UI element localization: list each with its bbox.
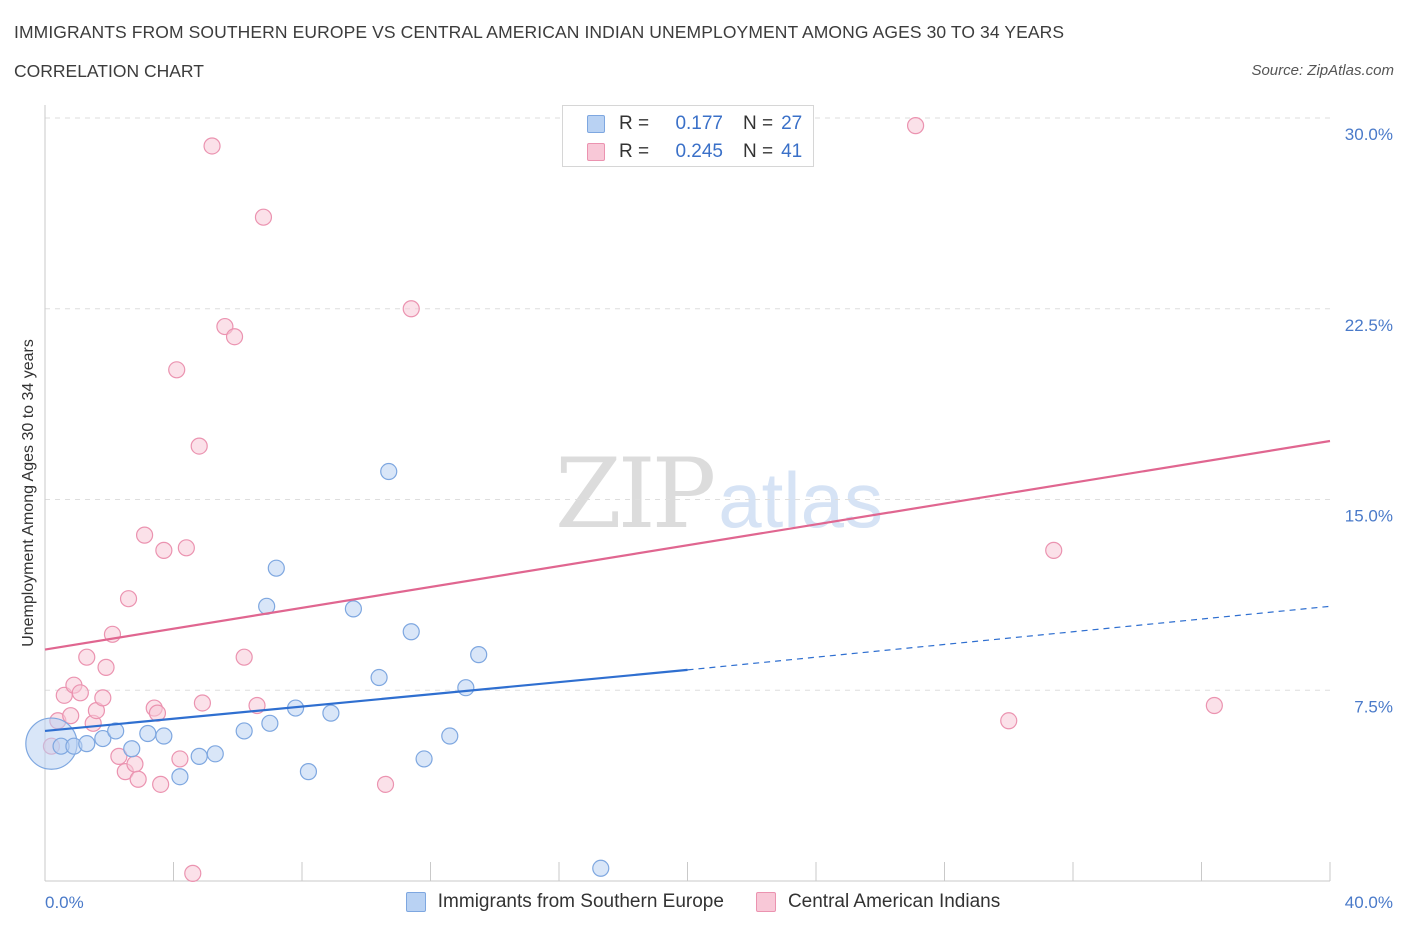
legend-n-label: N = xyxy=(743,113,774,134)
legend-swatch-blue xyxy=(405,892,426,912)
data-point-blue xyxy=(380,462,398,481)
x-tick-label: 40.0% xyxy=(1345,893,1393,912)
y-tick-label: 7.5% xyxy=(1354,697,1393,716)
data-point-pink xyxy=(78,648,96,666)
data-point-pink xyxy=(184,864,202,882)
data-point-pink xyxy=(402,300,420,318)
data-point-pink xyxy=(171,750,189,768)
series-immigrants-southern-europe xyxy=(25,462,610,877)
legend-label: Central American Indians xyxy=(787,891,1001,912)
data-point-pink xyxy=(193,694,212,712)
data-point-blue xyxy=(190,747,208,765)
legend-r-label: R = xyxy=(619,113,650,134)
data-point-pink xyxy=(119,590,138,608)
correlation-legend: R = 0.177 N = 27 R = 0.245 N = 41 xyxy=(562,105,814,167)
legend-swatch-blue xyxy=(587,115,605,133)
data-point-pink xyxy=(203,137,221,155)
data-point-blue xyxy=(457,679,475,697)
data-point-blue xyxy=(344,600,362,618)
data-point-blue xyxy=(107,722,125,740)
data-point-pink xyxy=(94,689,112,707)
data-point-pink xyxy=(110,747,128,765)
data-point-blue xyxy=(206,745,224,763)
data-point-pink xyxy=(1000,712,1018,730)
data-point-pink xyxy=(190,437,208,455)
axes xyxy=(44,105,1331,882)
legend-swatch-pink xyxy=(587,143,605,161)
data-point-pink xyxy=(168,361,186,379)
legend-r-value: 0.177 xyxy=(675,113,723,134)
data-point-blue xyxy=(592,859,610,877)
series-central-american-indians xyxy=(42,117,1223,882)
trend-line-blue-extension xyxy=(687,605,1331,671)
data-point-pink xyxy=(376,775,395,793)
data-point-pink xyxy=(177,539,195,557)
data-point-blue xyxy=(123,740,141,758)
chart-title: IMMIGRANTS FROM SOUTHERN EUROPE VS CENTR… xyxy=(14,22,1065,42)
data-point-blue xyxy=(155,727,173,745)
legend-r-label: R = xyxy=(619,141,650,162)
y-tick-label: 30.0% xyxy=(1345,125,1393,144)
legend-label: Immigrants from Southern Europe xyxy=(437,891,724,912)
data-point-blue xyxy=(370,668,388,687)
data-point-pink xyxy=(129,770,147,788)
y-axis-label: Unemployment Among Ages 30 to 34 years xyxy=(20,339,37,647)
y-tick-label: 15.0% xyxy=(1345,507,1393,526)
data-point-pink xyxy=(152,775,170,793)
data-point-pink xyxy=(126,755,144,773)
legend-swatch-pink xyxy=(755,892,776,912)
data-point-blue xyxy=(267,559,285,577)
legend-row-blue: R = 0.177 N = 27 xyxy=(587,112,802,136)
legend-n-value: 27 xyxy=(781,113,803,134)
y-tick-label: 22.5% xyxy=(1345,316,1393,335)
data-point-pink xyxy=(1205,696,1223,715)
data-point-pink xyxy=(235,648,253,666)
chart-subtitle: CORRELATION CHART xyxy=(14,61,204,81)
x-tick-label: 0.0% xyxy=(45,893,84,912)
data-point-pink xyxy=(155,541,173,559)
legend-n-label: N = xyxy=(743,141,774,162)
data-point-blue xyxy=(322,704,340,722)
trend-line-pink xyxy=(44,439,1331,651)
legend-row-pink: R = 0.245 N = 41 xyxy=(587,140,802,164)
legend-n-value: 41 xyxy=(781,141,803,162)
trend-lines xyxy=(44,439,1331,733)
data-point-blue xyxy=(261,714,279,732)
legend-item-immigrants-southern-europe: Immigrants from Southern Europe xyxy=(405,891,724,913)
data-point-blue xyxy=(78,735,96,753)
data-point-blue xyxy=(94,729,112,748)
data-point-blue xyxy=(235,722,253,740)
source-label: Source: ZipAtlas.com xyxy=(1251,62,1394,79)
data-point-blue xyxy=(415,750,433,768)
data-point-blue xyxy=(171,768,189,786)
legend-item-central-american-indians: Central American Indians xyxy=(755,891,1001,913)
data-point-pink xyxy=(97,658,115,676)
grid xyxy=(45,117,1330,691)
data-point-pink xyxy=(71,684,89,702)
data-point-blue xyxy=(402,623,420,641)
data-point-pink xyxy=(1045,541,1063,559)
data-point-pink xyxy=(135,526,154,544)
data-point-blue xyxy=(139,724,157,743)
legend-r-value: 0.245 xyxy=(675,141,723,162)
data-point-blue xyxy=(299,763,318,781)
data-point-pink xyxy=(62,707,80,725)
series-legend: Immigrants from Southern Europe Central … xyxy=(0,888,1406,916)
data-point-blue xyxy=(470,646,488,664)
tick-labels: 7.5% 15.0% 22.5% 30.0% 0.0% 40.0% xyxy=(45,125,1393,912)
data-point-pink xyxy=(254,208,273,226)
data-point-blue xyxy=(441,727,459,745)
trend-line-blue xyxy=(44,668,688,733)
data-point-pink xyxy=(906,117,925,135)
data-point-pink xyxy=(225,328,244,346)
